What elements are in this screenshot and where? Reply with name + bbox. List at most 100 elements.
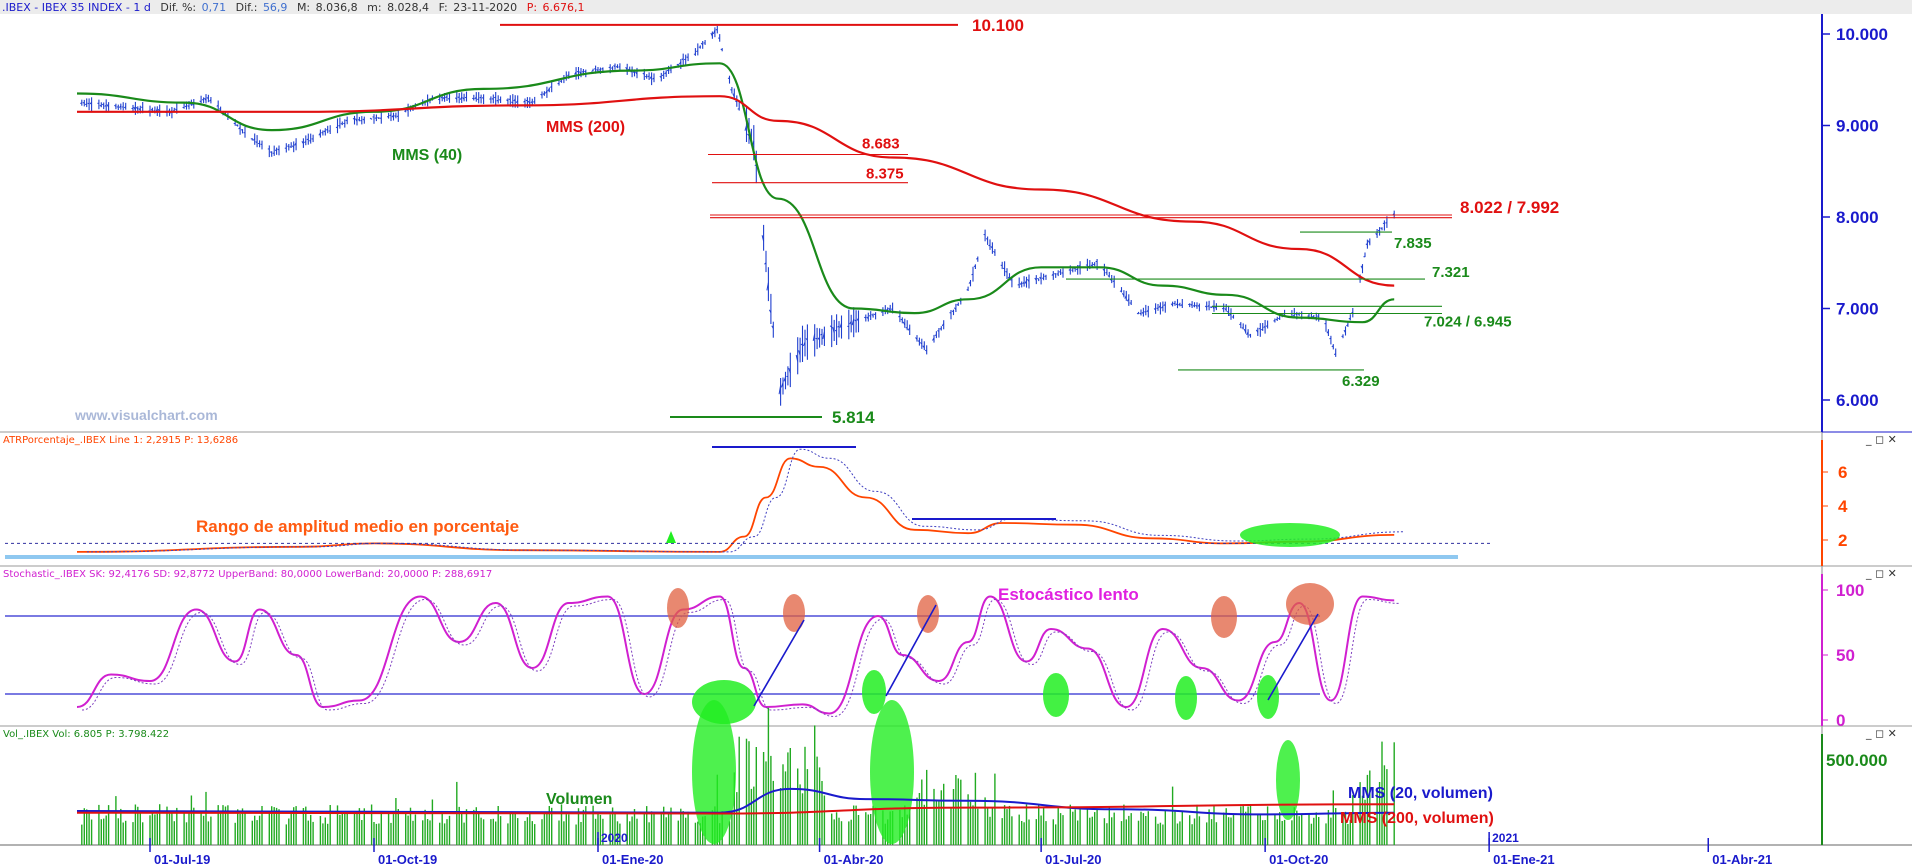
minimize-icon: _ ◻ ✕ bbox=[1865, 567, 1897, 580]
price-bar-open bbox=[649, 75, 653, 79]
price-bar-open bbox=[209, 99, 212, 102]
price-bar-open bbox=[834, 329, 837, 332]
price-bar-open bbox=[291, 145, 295, 148]
price-bar-open bbox=[530, 101, 533, 104]
price-bar-open bbox=[803, 341, 806, 347]
year-label: 2020 bbox=[601, 831, 628, 845]
price-bar-open bbox=[289, 146, 292, 148]
stoch-overbought-highlight bbox=[667, 588, 689, 628]
price-bar-open bbox=[1207, 305, 1210, 307]
price-bar-open bbox=[939, 328, 942, 330]
mms20-volume-label: MMS (20, volumen) bbox=[1348, 785, 1493, 802]
level-label: 5.814 bbox=[832, 408, 875, 427]
price-bar-open bbox=[1051, 273, 1054, 276]
minimize-icon: _ ◻ ✕ bbox=[1865, 433, 1897, 446]
price-bar-open bbox=[778, 385, 782, 395]
price-bar-open bbox=[1346, 324, 1349, 327]
vol-panel-window-controls[interactable]: _ ◻ ✕ bbox=[1865, 727, 1897, 740]
price-bar-open bbox=[323, 130, 326, 133]
price-bar-open bbox=[898, 315, 901, 318]
mms200-line bbox=[77, 95, 1395, 287]
price-bar-open bbox=[318, 132, 321, 136]
price-bar-open bbox=[1163, 303, 1166, 306]
price-bar-open bbox=[696, 50, 699, 53]
price-bar-open bbox=[574, 71, 577, 75]
price-bar-open bbox=[993, 251, 996, 253]
price-bar-open bbox=[135, 106, 139, 110]
price-bar-open bbox=[829, 325, 833, 328]
price-bar-open bbox=[362, 118, 365, 121]
price-bar-open bbox=[544, 90, 548, 94]
price-bar-open bbox=[1034, 277, 1037, 281]
price-bar-open bbox=[954, 307, 957, 311]
price-bar-open bbox=[506, 99, 509, 102]
price-bar-open bbox=[890, 308, 893, 310]
price-bar-open bbox=[445, 96, 448, 99]
price-bar-open bbox=[812, 333, 816, 342]
price-bar-open bbox=[856, 317, 859, 321]
volume-mms200-line bbox=[76, 803, 1395, 815]
price-bar-open bbox=[252, 138, 256, 141]
stoch-oversold-highlight bbox=[862, 670, 886, 714]
price-bar-open bbox=[1175, 303, 1178, 306]
price-bar-open bbox=[498, 98, 501, 101]
price-bar-open bbox=[527, 100, 531, 104]
price-bar-open bbox=[104, 104, 107, 107]
price-bar-open bbox=[1226, 310, 1229, 313]
atr-highlight bbox=[1240, 523, 1340, 547]
price-bar-open bbox=[973, 265, 976, 268]
price-bar-open bbox=[815, 337, 818, 340]
price-bar-open bbox=[294, 142, 297, 146]
price-bar-open bbox=[1153, 308, 1156, 311]
price-bar-open bbox=[1231, 316, 1234, 318]
price-bar-open bbox=[1090, 264, 1093, 267]
price-bar-open bbox=[915, 337, 918, 340]
volume-annotation: Volumen bbox=[546, 791, 612, 808]
price-bar-open bbox=[676, 63, 679, 66]
price-bar-open bbox=[513, 99, 516, 102]
price-bar-open bbox=[462, 97, 465, 100]
price-bar-open bbox=[481, 97, 484, 99]
price-bar-open bbox=[732, 93, 735, 98]
atr-panel-window-controls[interactable]: _ ◻ ✕ bbox=[1865, 433, 1897, 446]
price-bar-open bbox=[1365, 243, 1368, 246]
level-label: 7.024 / 6.945 bbox=[1424, 313, 1512, 330]
price-bar-open bbox=[661, 74, 664, 77]
price-bar-open bbox=[547, 88, 550, 92]
price-bar-open bbox=[820, 333, 823, 336]
price-bar-open bbox=[1265, 325, 1268, 327]
price-bar-open bbox=[720, 48, 723, 51]
price-bar-open bbox=[304, 141, 307, 143]
price-bar-open bbox=[727, 77, 730, 80]
price-bar-open bbox=[1102, 268, 1105, 272]
stoch-panel-title: Stochastic_.IBEX SK: 92,4176 SD: 92,8772… bbox=[3, 569, 492, 580]
stoch-tick-label: 50 bbox=[1836, 646, 1855, 665]
price-bar-open bbox=[837, 325, 840, 328]
price-bar-open bbox=[652, 77, 655, 80]
watermark: www.visualchart.com bbox=[74, 407, 218, 423]
price-bar-open bbox=[459, 97, 463, 100]
minimize-icon: _ ◻ ✕ bbox=[1865, 727, 1897, 740]
price-bar-open bbox=[389, 114, 392, 117]
price-bar-open bbox=[1239, 323, 1242, 326]
atr-annotation: Rango de amplitud medio en porcentaje bbox=[196, 517, 519, 536]
atr-line bbox=[76, 457, 1395, 553]
mms200-label: MMS (200) bbox=[546, 119, 625, 136]
price-bar-open bbox=[900, 318, 903, 321]
price-bar-open bbox=[730, 89, 733, 91]
price-bar-open bbox=[1119, 290, 1122, 292]
price-bar-open bbox=[1224, 308, 1227, 311]
price-bar-open bbox=[781, 382, 784, 388]
price-bar-open bbox=[1161, 306, 1164, 309]
price-bar-open bbox=[1380, 227, 1383, 229]
volume-highlight bbox=[870, 700, 914, 844]
stoch-trend-line bbox=[753, 619, 805, 707]
price-bar-open bbox=[869, 315, 871, 317]
price-bar-open bbox=[664, 71, 667, 75]
price-bar-open bbox=[1278, 317, 1280, 320]
price-bar-open bbox=[494, 96, 496, 99]
price-bar-open bbox=[326, 129, 328, 131]
price-bar-open bbox=[768, 309, 772, 313]
level-label: 7.321 bbox=[1432, 264, 1470, 281]
stoch-panel-window-controls[interactable]: _ ◻ ✕ bbox=[1865, 567, 1897, 580]
